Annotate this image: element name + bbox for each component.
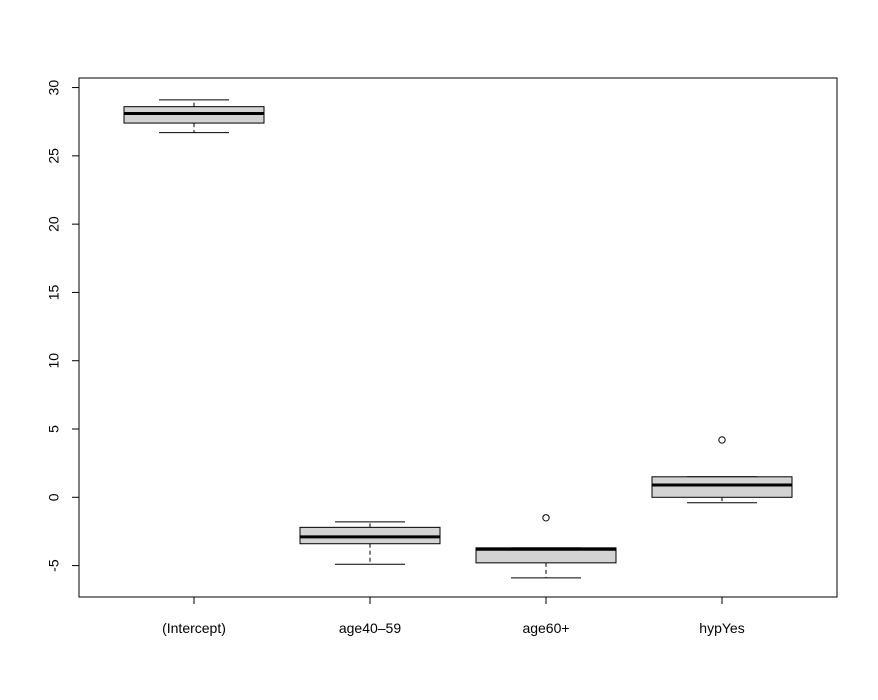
y-tick-label: 0: [46, 493, 62, 501]
x-tick-label: age40–59: [339, 620, 402, 636]
box-1: [299, 521, 441, 565]
y-tick-label: 10: [46, 353, 62, 369]
outlier-point: [718, 436, 726, 444]
x-tick-label: age60+: [522, 620, 569, 636]
y-tick-label: 20: [46, 216, 62, 232]
x-tick-label: hypYes: [699, 620, 744, 636]
y-axis: -5 0 5 10 15 20 25 30: [46, 80, 80, 572]
y-tick-label: 30: [46, 80, 62, 96]
box-series: [123, 99, 793, 579]
iqr-box: [651, 476, 793, 498]
y-tick-label: 25: [46, 148, 62, 164]
outlier-point: [542, 514, 550, 522]
y-tick-label: 5: [46, 425, 62, 433]
y-tick-label: -5: [46, 559, 62, 572]
y-tick-label: 15: [46, 284, 62, 300]
plot-frame: [78, 77, 838, 598]
box-2: [475, 514, 617, 579]
box-0: [123, 99, 265, 134]
box-3: [651, 436, 793, 504]
x-axis: (Intercept) age40–59 age60+ hypYes: [162, 596, 745, 636]
x-tick-label: (Intercept): [162, 620, 226, 636]
